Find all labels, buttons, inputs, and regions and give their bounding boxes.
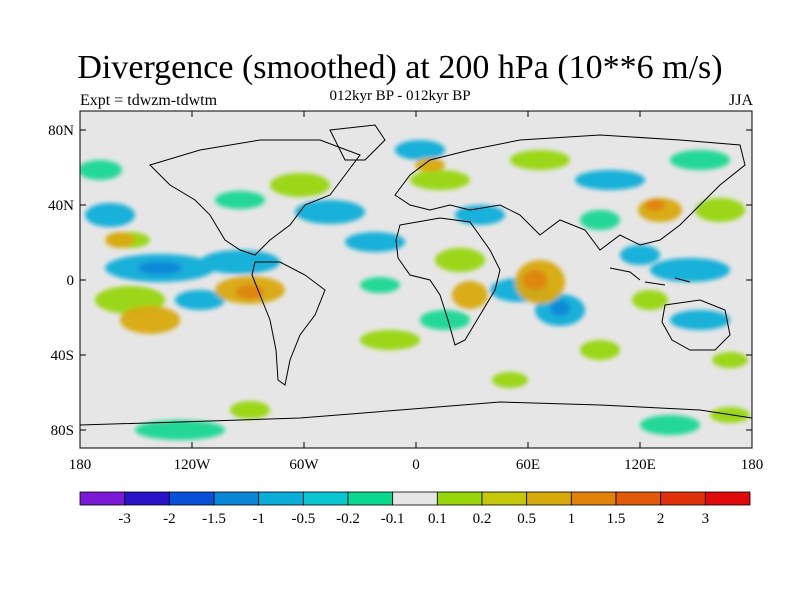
colorbar-label: 3 xyxy=(702,511,710,527)
colorbar-label: 0.2 xyxy=(473,511,492,527)
colorbar-label: -1 xyxy=(252,511,265,527)
colorbar-label: 0.1 xyxy=(428,511,447,527)
longitude-ticks xyxy=(79,111,753,448)
season-label: JJA xyxy=(728,92,753,109)
colorbar-label: 2 xyxy=(657,511,665,527)
colorbar-label: -0.1 xyxy=(381,511,405,527)
lat-label: 40N xyxy=(48,198,74,214)
colorbar-swatch xyxy=(660,491,706,506)
lat-label: 80N xyxy=(48,123,74,139)
strong-positive-blobs xyxy=(236,199,665,299)
colorbar-swatch xyxy=(436,491,483,506)
colorbar-label: -3 xyxy=(118,511,131,527)
lon-label: 180 xyxy=(741,457,764,473)
colorbar-label: 1 xyxy=(568,511,576,527)
colorbar-label: -0.2 xyxy=(336,511,360,527)
colorbar-swatch xyxy=(615,491,662,506)
colorbar-labels: -3 -2 -1.5 -1 -0.5 -0.2 -0.1 0.1 0.2 0.5 1 1.5 2 3 xyxy=(118,511,709,527)
antarctica-outline xyxy=(80,401,752,426)
weak-negative-blobs xyxy=(80,150,730,440)
south-america-outline xyxy=(251,261,326,386)
lat-label: 0 xyxy=(67,273,75,289)
colorbar-swatch xyxy=(526,491,572,506)
colorbar xyxy=(79,491,751,506)
colorbar-label: 1.5 xyxy=(607,511,626,527)
africa-outline xyxy=(395,217,501,346)
coastlines xyxy=(80,124,752,426)
colorbar-swatch xyxy=(481,491,528,506)
colorbar-swatch xyxy=(258,491,304,506)
colorbar-label: -1.5 xyxy=(202,511,226,527)
weak-negative-dark-blobs xyxy=(138,261,570,316)
divergence-field xyxy=(80,140,750,440)
lon-label: 180 xyxy=(69,457,92,473)
australia-outline xyxy=(661,299,731,351)
lat-label: 40S xyxy=(51,348,74,364)
colorbar-swatch xyxy=(168,491,215,506)
indonesia-outline xyxy=(609,267,691,286)
colorbar-label: 0.5 xyxy=(517,511,536,527)
latitude-ticks xyxy=(80,129,752,431)
colorbar-label: -2 xyxy=(163,511,176,527)
map-title: Divergence (smoothed) at 200 hPa (10**6 … xyxy=(77,49,723,86)
colorbar-swatch xyxy=(79,491,126,506)
greenland-outline xyxy=(329,124,386,161)
lon-label: 120W xyxy=(174,457,212,473)
lon-label: 60E xyxy=(516,457,540,473)
lon-label: 120E xyxy=(624,457,656,473)
colorbar-swatch xyxy=(124,491,170,506)
eurasia-outline xyxy=(394,134,746,251)
weak-positive-blobs xyxy=(95,150,750,423)
north-america-outline xyxy=(149,139,361,256)
colorbar-swatch xyxy=(570,491,617,506)
latitude-labels: 80N 40N 0 40S 80S xyxy=(48,123,74,439)
colorbar-swatch xyxy=(302,491,349,506)
experiment-label: Expt = tdwzm-tdwtm xyxy=(80,92,218,109)
lon-label: 0 xyxy=(412,457,420,473)
colorbar-swatch xyxy=(347,491,394,506)
colorbar-swatch xyxy=(704,491,751,506)
lon-label: 60W xyxy=(289,457,319,473)
colorbar-label: -0.5 xyxy=(291,511,315,527)
longitude-labels: 180 120W 60W 0 60E 120E 180 xyxy=(69,457,764,473)
colorbar-swatch xyxy=(392,491,438,506)
lat-label: 80S xyxy=(51,423,74,439)
period-label: 012kyr BP - 012kyr BP xyxy=(329,88,471,104)
colorbar-swatch xyxy=(213,491,260,506)
